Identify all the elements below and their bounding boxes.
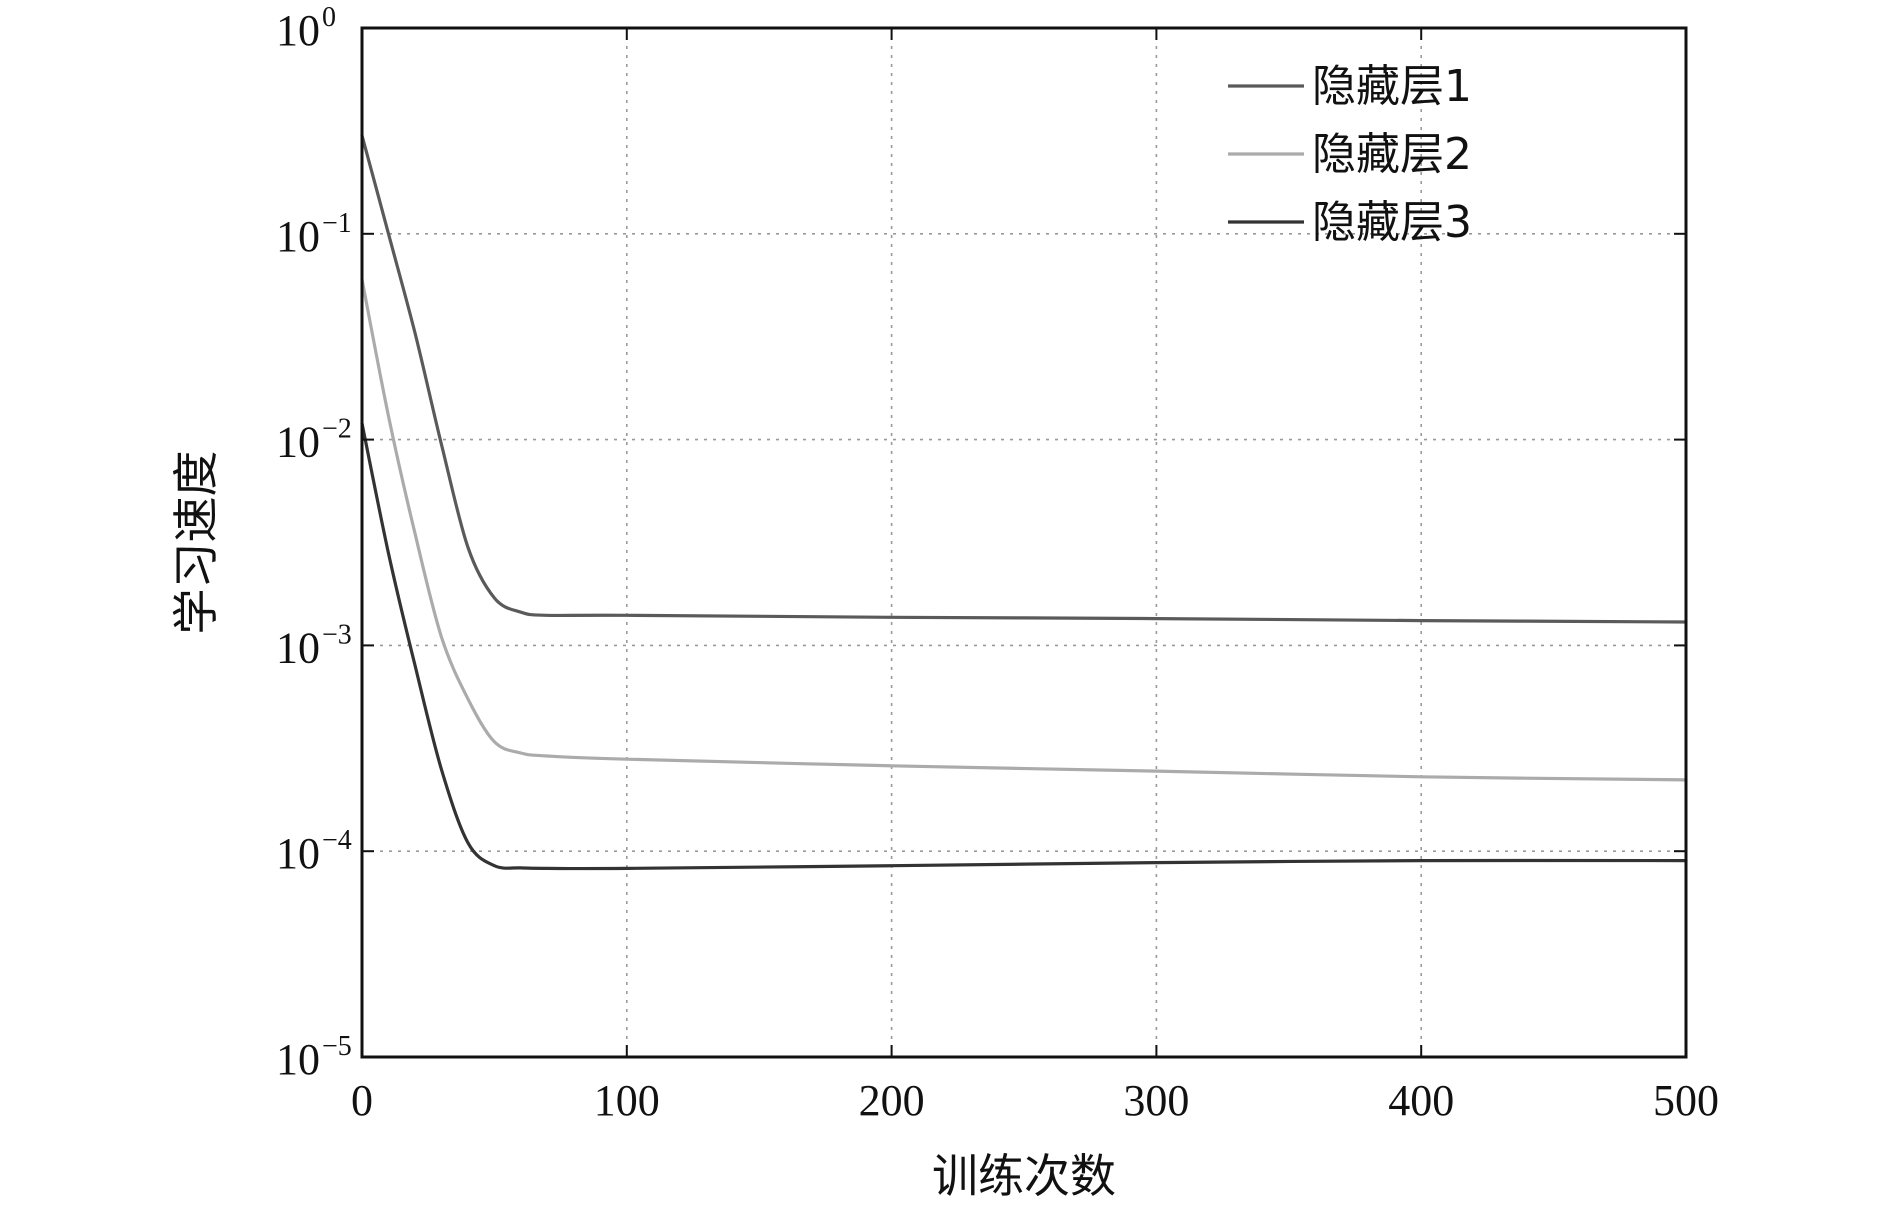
legend: 隐藏层1 隐藏层2 隐藏层3 (1228, 61, 1472, 248)
y-tick-base: 10 (276, 623, 320, 672)
series-line-1 (360, 134, 1688, 624)
series-line-2 (360, 277, 1688, 782)
y-tick-base: 10 (276, 212, 320, 261)
x-tick-label: 300 (1123, 1076, 1189, 1125)
y-tick-label: 10 −5 (276, 1031, 352, 1084)
legend-label: 隐藏层1 (1312, 61, 1472, 112)
y-tick-base: 10 (276, 829, 320, 878)
y-tick-exponent: −1 (322, 208, 352, 239)
y-tick-base: 10 (276, 6, 320, 55)
y-tick-exponent: −4 (322, 825, 352, 856)
y-tick-base: 10 (276, 1035, 320, 1084)
y-tick-exponent: −2 (322, 414, 352, 445)
legend-label: 隐藏层3 (1312, 197, 1472, 248)
y-tick-label: 10 −2 (276, 414, 352, 467)
y-tick-label: 10 −1 (276, 208, 352, 261)
x-tick-label: 100 (594, 1076, 660, 1125)
x-tick-labels: 0 100 200 300 400 500 (351, 1076, 1719, 1125)
x-tick-label: 500 (1653, 1076, 1719, 1125)
x-tick-label: 200 (859, 1076, 925, 1125)
legend-label: 隐藏层2 (1312, 129, 1472, 180)
y-tick-base: 10 (276, 418, 320, 467)
y-tick-exponent: −3 (322, 619, 352, 650)
plot-frame (360, 26, 1688, 1059)
x-tick-label: 0 (351, 1076, 373, 1125)
legend-item: 隐藏层3 (1228, 197, 1472, 248)
y-tick-label: 10 −4 (276, 825, 352, 878)
series-lines (360, 134, 1688, 871)
grid-lines (362, 28, 1686, 1057)
y-tick-exponent: −5 (322, 1031, 352, 1062)
y-axis-title: 学习速度 (169, 451, 223, 635)
y-tick-label: 10 −3 (276, 619, 352, 672)
legend-item: 隐藏层1 (1228, 61, 1472, 112)
x-tick-label: 400 (1388, 1076, 1454, 1125)
y-tick-exponent: 0 (322, 2, 336, 33)
series-line-3 (360, 421, 1688, 871)
x-axis-title: 训练次数 (932, 1149, 1116, 1203)
axis-ticks (361, 27, 1687, 1058)
legend-item: 隐藏层2 (1228, 129, 1472, 180)
y-tick-label: 10 0 (276, 2, 336, 55)
